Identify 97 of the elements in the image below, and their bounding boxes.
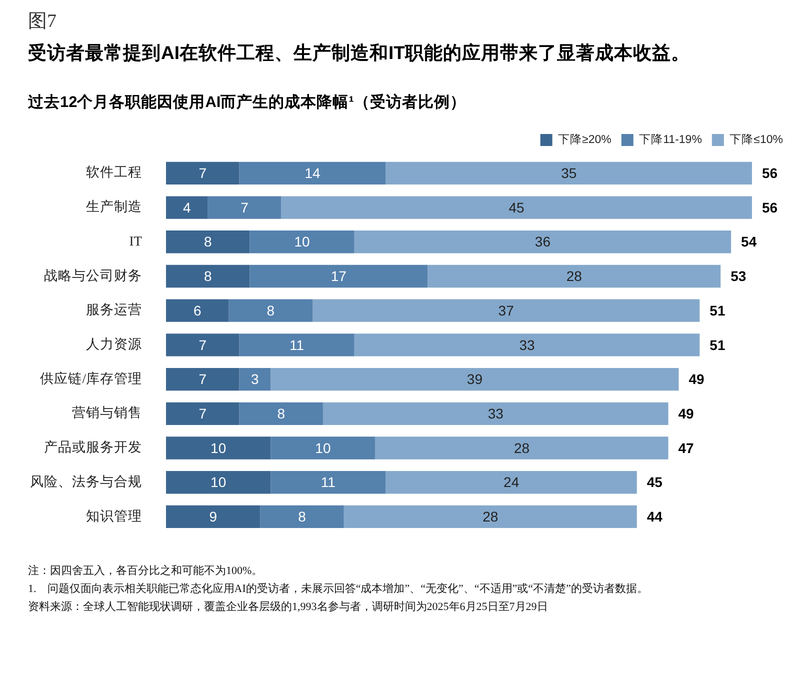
bar: [386, 162, 752, 185]
bar: [239, 402, 323, 425]
bar: [312, 299, 700, 322]
total-label: 49: [688, 371, 705, 388]
chart-subtitle: 过去12个月各职能因使用AI而产生的成本降幅¹（受访者比例）: [28, 92, 466, 113]
bar: [166, 436, 271, 460]
data-label: 6: [193, 302, 202, 318]
legend-label: 下降≥20%: [558, 133, 612, 146]
data-label: 8: [277, 406, 286, 422]
data-label: 37: [498, 302, 514, 318]
total-label: 51: [710, 336, 726, 353]
bar: [270, 471, 386, 494]
bar: [375, 436, 668, 460]
data-label: 9: [209, 508, 218, 525]
bar: [239, 368, 271, 391]
bar: [428, 264, 721, 288]
data-label: 35: [561, 165, 577, 182]
y-tick-label: 服务运营: [86, 302, 142, 318]
bar: [166, 471, 271, 494]
text: 1. 问题仅面向表示相关职能已常态化应用AI的受访者，未展示回答“成本增加”、“无变化”、“不适用”或“不清楚”的受访者数据。: [28, 582, 648, 597]
y-tick-label: IT: [129, 233, 143, 248]
legend-label: 下降≤10%: [730, 133, 784, 146]
total-label: 47: [678, 440, 694, 456]
bar: [166, 402, 240, 425]
text: 注：因四舍五入，各百分比之和可能不为100%。: [28, 564, 264, 579]
y-tick-label: 产品或服务开发: [44, 440, 142, 455]
legend-label: 下降11-19%: [639, 133, 702, 146]
bar: [250, 264, 428, 288]
bar: [239, 334, 354, 356]
bar: [386, 471, 637, 494]
data-label: 33: [519, 336, 536, 353]
data-label: 45: [508, 199, 525, 216]
bar: [166, 368, 240, 391]
data-label: 7: [198, 165, 207, 182]
bar: [166, 162, 240, 185]
y-tick-label: 生产制造: [86, 199, 142, 214]
bar: [208, 196, 282, 219]
bar: [239, 162, 386, 185]
total-label: 56: [762, 199, 778, 216]
chart-title: 受访者最常提到AI在软件工程、生产制造和IT职能的应用带来了显著成本收益。: [28, 41, 690, 65]
caption: 图7: [28, 10, 56, 34]
data-label: 10: [294, 234, 310, 250]
data-label: 10: [210, 440, 226, 456]
bar: [166, 196, 208, 219]
total-label: 54: [741, 234, 757, 250]
data-label: 7: [240, 199, 249, 216]
bar: [354, 334, 700, 356]
bar: [228, 299, 312, 322]
data-label: 3: [251, 371, 260, 388]
y-tick-label: 战略与公司财务: [44, 268, 142, 283]
data-label: 33: [488, 406, 504, 422]
y-tick-label: 人力资源: [86, 336, 142, 352]
data-label: 8: [266, 302, 275, 318]
data-label: 8: [204, 268, 212, 284]
total-label: 56: [762, 165, 778, 182]
total-label: 51: [710, 302, 726, 318]
bar: [166, 334, 240, 356]
data-label: 28: [514, 440, 530, 456]
y-tick-label: 知识管理: [86, 508, 142, 524]
y-tick-label: 营销与销售: [72, 405, 142, 420]
data-label: 7: [198, 371, 207, 388]
bar: [260, 505, 344, 528]
data-label: 11: [320, 474, 336, 490]
y-tick-label: 风险、法务与合规: [30, 474, 142, 489]
bar: [322, 402, 668, 425]
total-label: 49: [678, 406, 694, 422]
data-label: 4: [183, 199, 192, 216]
data-label: 10: [315, 440, 331, 456]
data-label: 11: [290, 336, 304, 353]
y-tick-label: 供应链/库存管理: [40, 370, 142, 386]
data-label: 39: [466, 371, 483, 388]
bar: [281, 196, 752, 219]
data-label: 36: [534, 234, 551, 250]
y-tick-label: 软件工程: [86, 164, 142, 180]
data-label: 28: [566, 268, 582, 284]
data-label: 14: [304, 165, 320, 182]
data-label: 24: [504, 474, 520, 490]
data-label: 8: [298, 508, 306, 525]
bar: [166, 264, 250, 288]
bar: [250, 230, 354, 254]
total-label: 45: [646, 474, 663, 490]
data-label: 10: [210, 474, 226, 490]
data-label: 28: [482, 508, 498, 525]
bar: [270, 368, 679, 391]
bar: [166, 299, 229, 322]
data-label: 7: [198, 406, 207, 422]
data-label: 7: [198, 336, 207, 353]
bar: [344, 505, 637, 528]
bar: [270, 436, 376, 460]
bar: [166, 230, 250, 254]
text: 资料来源：全球人工智能现状调研，覆盖企业各层级的1,993名参与者，调研时间为2025年6月25日至7月29日: [28, 600, 549, 615]
bar: [166, 505, 260, 528]
total-label: 53: [730, 268, 746, 284]
data-label: 17: [330, 268, 347, 284]
total-label: 44: [646, 508, 663, 525]
data-label: 8: [204, 234, 212, 250]
bar: [354, 230, 732, 254]
